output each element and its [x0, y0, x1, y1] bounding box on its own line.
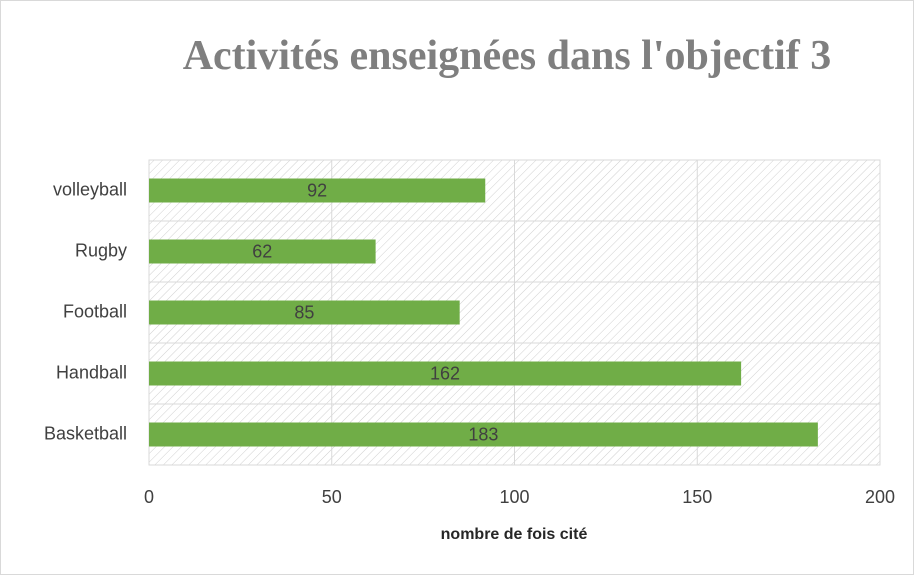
y-tick-label: Handball	[56, 362, 127, 382]
x-tick-label: 150	[682, 487, 712, 507]
bar	[149, 239, 376, 264]
x-axis-label: nombre de fois cité	[441, 526, 588, 543]
y-tick-label: Basketball	[44, 423, 127, 443]
data-label: 85	[294, 302, 314, 322]
chart-title: Activités enseignées dans l'objectif 3	[182, 33, 832, 79]
bar	[149, 178, 486, 203]
x-tick-label: 50	[322, 487, 342, 507]
data-label: 162	[430, 363, 460, 383]
x-tick-label: 200	[865, 487, 895, 507]
y-tick-label: Rugby	[75, 240, 127, 260]
data-label: 62	[252, 241, 272, 261]
y-tick-label: Football	[63, 301, 127, 321]
data-label: 183	[468, 424, 498, 444]
bar	[149, 361, 742, 386]
x-tick-label: 0	[144, 487, 154, 507]
bar	[149, 300, 460, 325]
data-label: 92	[307, 180, 327, 200]
y-tick-label: volleyball	[53, 179, 127, 199]
bar	[149, 422, 818, 447]
x-tick-label: 100	[499, 487, 529, 507]
